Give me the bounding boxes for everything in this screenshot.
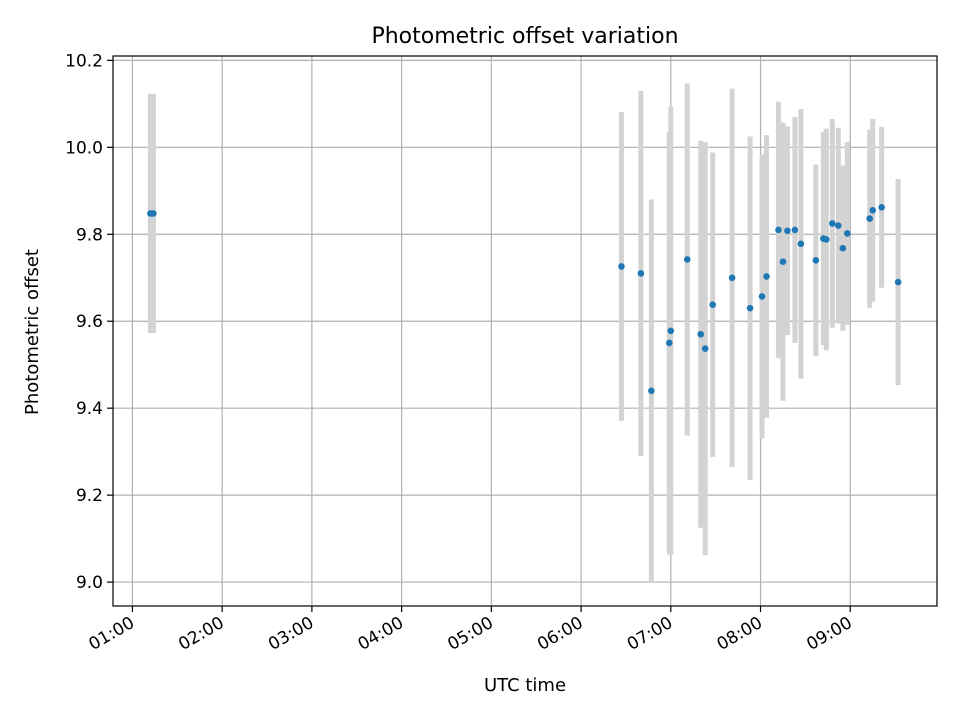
- x-tick-label: 08:00: [714, 613, 766, 655]
- data-point: [839, 244, 847, 252]
- y-tick-label: 9.2: [76, 486, 103, 506]
- data-point: [869, 207, 876, 214]
- plot-frame: [112, 55, 938, 607]
- y-axis-ticks: 9.0 9.2 9.4 9.6 9.8 10.0 10.2: [65, 51, 113, 593]
- data-point: [637, 270, 645, 277]
- x-axis-ticks: 01:00 02:00 03:00 04:00 05:00 06:00 07:00 08:00…: [86, 606, 856, 655]
- data-point: [709, 301, 716, 308]
- data-point: [791, 226, 799, 234]
- x-tick-label: 05:00: [444, 613, 496, 655]
- y-tick-label: 9.0: [76, 573, 103, 593]
- x-tick-label: 02:00: [175, 613, 227, 655]
- x-tick-label: 06:00: [534, 613, 586, 655]
- y-tick-label: 9.6: [76, 312, 103, 332]
- data-point: [758, 293, 766, 300]
- data-point: [746, 304, 754, 312]
- data-point: [894, 278, 902, 286]
- data-point: [666, 339, 673, 347]
- data-point: [701, 345, 709, 352]
- y-tick-label: 9.4: [76, 399, 103, 419]
- x-tick-label: 09:00: [803, 613, 855, 655]
- data-point: [797, 240, 805, 248]
- error-bars: [147, 83, 901, 583]
- x-tick-label: 01:00: [86, 613, 138, 655]
- data-point: [775, 226, 782, 234]
- x-axis-label: UTC time: [484, 675, 566, 696]
- data-point: [878, 204, 885, 211]
- x-tick-label: 03:00: [265, 613, 317, 655]
- data-points: [147, 204, 902, 395]
- y-tick-label: 10.2: [65, 51, 103, 71]
- data-point: [843, 230, 851, 237]
- data-point: [834, 222, 842, 229]
- y-tick-label: 10.0: [65, 138, 103, 158]
- data-point: [779, 258, 787, 265]
- data-point: [648, 387, 655, 395]
- data-point: [784, 227, 791, 235]
- chart-title: Photometric offset variation: [371, 24, 678, 49]
- x-tick-label: 07:00: [624, 613, 676, 655]
- data-point: [150, 210, 157, 217]
- data-point: [683, 256, 691, 263]
- data-point: [823, 236, 830, 243]
- data-point: [812, 257, 820, 264]
- data-point: [829, 220, 836, 227]
- data-point: [697, 330, 705, 338]
- data-point: [763, 273, 770, 280]
- data-point: [728, 274, 736, 282]
- y-axis-label: Photometric offset: [22, 249, 43, 415]
- y-tick-label: 9.8: [76, 225, 103, 245]
- data-point: [667, 327, 675, 335]
- data-point: [866, 215, 874, 222]
- x-tick-label: 04:00: [355, 613, 407, 655]
- data-point: [618, 263, 625, 270]
